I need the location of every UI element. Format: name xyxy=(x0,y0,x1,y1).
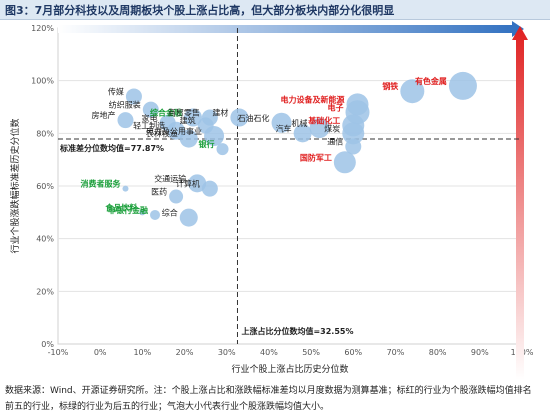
bubble xyxy=(333,151,356,174)
bubble xyxy=(230,108,249,127)
bubble-label: 建材 xyxy=(212,108,228,118)
bubble-label: 建筑 xyxy=(180,115,196,125)
bubble xyxy=(139,209,146,216)
bubble xyxy=(150,209,161,220)
x-tick-label: 70% xyxy=(387,348,405,357)
y-gradient-arrow xyxy=(512,26,528,380)
bubble-label: 商贸零售 xyxy=(168,108,200,118)
bubble-label: 计算机 xyxy=(176,179,200,189)
figure-title: 图3：7月部分科技以及周期板块个股上涨占比高，但大部分板块内部分化很明显 xyxy=(5,4,395,17)
x-axis-label: 行业个股上涨占比历史分位数 xyxy=(231,363,348,375)
bubble-label: 轻工制造 xyxy=(133,121,165,131)
y-tick-label: 80% xyxy=(36,129,54,138)
bubble xyxy=(188,174,207,193)
bubble-label: 交通运输 xyxy=(154,173,186,183)
footnote-line-1: 数据来源：Wind、开源证券研究所。注：个股上涨占比和涨跌幅标准差均以月度数据为… xyxy=(5,386,532,396)
x-tick-label: 80% xyxy=(429,348,447,357)
bubble xyxy=(169,189,184,204)
bubble xyxy=(400,79,425,104)
y-axis-label: 行业个股涨跌幅标准差历史分位数 xyxy=(9,118,21,253)
y-tick-label: 120% xyxy=(31,24,54,33)
x-gradient-arrow xyxy=(58,21,524,37)
bubble-label: 家电 xyxy=(142,113,158,123)
x-tick-label: 10% xyxy=(133,348,151,357)
bubble-label: 通信 xyxy=(327,137,343,147)
bubble-label: 机械 xyxy=(292,118,308,128)
bubble xyxy=(216,143,229,156)
figure-footnote: 数据来源：Wind、开源证券研究所。注：个股上涨占比和涨跌幅标准差均以月度数据为… xyxy=(5,383,545,415)
bubble-label: 综合 xyxy=(162,208,178,218)
bubble-label: 煤炭 xyxy=(324,123,340,133)
y-tick-label: 40% xyxy=(36,235,54,244)
bubble-label: 房地产 xyxy=(91,110,115,120)
bubble xyxy=(125,88,142,105)
bubble xyxy=(342,122,365,145)
bubble xyxy=(142,101,159,118)
bubble xyxy=(204,125,225,146)
x-mean-label: 上涨占比分位数均值=32.55% xyxy=(241,326,353,336)
bubble-label: 基础化工 xyxy=(307,115,340,125)
bubble-label: 汽车 xyxy=(276,123,292,133)
bubbles xyxy=(117,71,477,227)
bubble-label: 非银行金融 xyxy=(108,205,148,215)
bubble-label: 电子 xyxy=(327,102,343,112)
x-tick-label: 90% xyxy=(471,348,489,357)
bubble-label: 综合金融 xyxy=(150,108,182,118)
bubble-label: 食品饮料 xyxy=(105,202,137,212)
bubble xyxy=(122,185,129,192)
bubble-label: 消费者服务 xyxy=(80,179,121,189)
bubble xyxy=(117,112,134,129)
bubble xyxy=(309,118,330,139)
bubble xyxy=(179,129,198,148)
gridlines xyxy=(58,80,522,292)
x-tick-label: 50% xyxy=(302,348,320,357)
bubble-label: 医药 xyxy=(151,187,167,197)
bubble xyxy=(183,108,202,127)
x-tick-label: 40% xyxy=(260,348,278,357)
y-tick-label: 100% xyxy=(31,77,54,86)
bubble xyxy=(271,112,292,133)
bubble-label: 纺织服装 xyxy=(109,100,141,110)
bubble xyxy=(345,138,362,155)
bubble xyxy=(201,180,218,197)
bubble-label: 有色金属 xyxy=(415,76,447,86)
bubble xyxy=(293,124,312,143)
y-tick-labels: 0% 20% 40% 60% 80% 100% 120% xyxy=(31,24,54,349)
bubble-label: 传媒 xyxy=(108,86,124,96)
bubble-label: 银行 xyxy=(198,139,215,149)
y-tick-label: 0% xyxy=(41,340,54,349)
y-tick-label: 20% xyxy=(36,287,54,296)
bubble xyxy=(179,208,198,227)
bubble-label: 石油石化 xyxy=(238,113,270,123)
bubble-chart: 0%20%40%60%80%100%120% -10% 0% 10% 20% 30% 40… xyxy=(9,21,534,380)
x-tick-label: 30% xyxy=(218,348,236,357)
x-tick-label: 20% xyxy=(176,348,194,357)
x-tick-labels: -10%0%10%20%30%40%50%60%70%80%90%100% xyxy=(48,348,534,357)
bubble-label: 农林牧渔 xyxy=(146,129,178,139)
y-mean-label: 标准差分位数均值=77.87% xyxy=(59,143,164,153)
y-tick-label: 60% xyxy=(36,182,54,191)
x-tick-label: 60% xyxy=(344,348,362,357)
x-tick-label: -10% xyxy=(48,348,69,357)
bubble-label: 电力及公用事业 xyxy=(146,126,202,136)
bubble-label: 电力设备及新能源 xyxy=(280,94,344,104)
x-tick-label: 0% xyxy=(94,348,107,357)
bubble-label: 国防军工 xyxy=(300,152,332,162)
figure-header: 图3：7月部分科技以及周期板块个股上涨占比高，但大部分板块内部分化很明显 xyxy=(0,0,550,20)
bubble-label: 钢铁 xyxy=(382,81,398,91)
bubble xyxy=(448,71,477,100)
footnote-line-2: 前五的行业，标绿的行业为后五的行业；气泡大小代表行业个股涨跌幅均值大小。 xyxy=(5,402,330,412)
